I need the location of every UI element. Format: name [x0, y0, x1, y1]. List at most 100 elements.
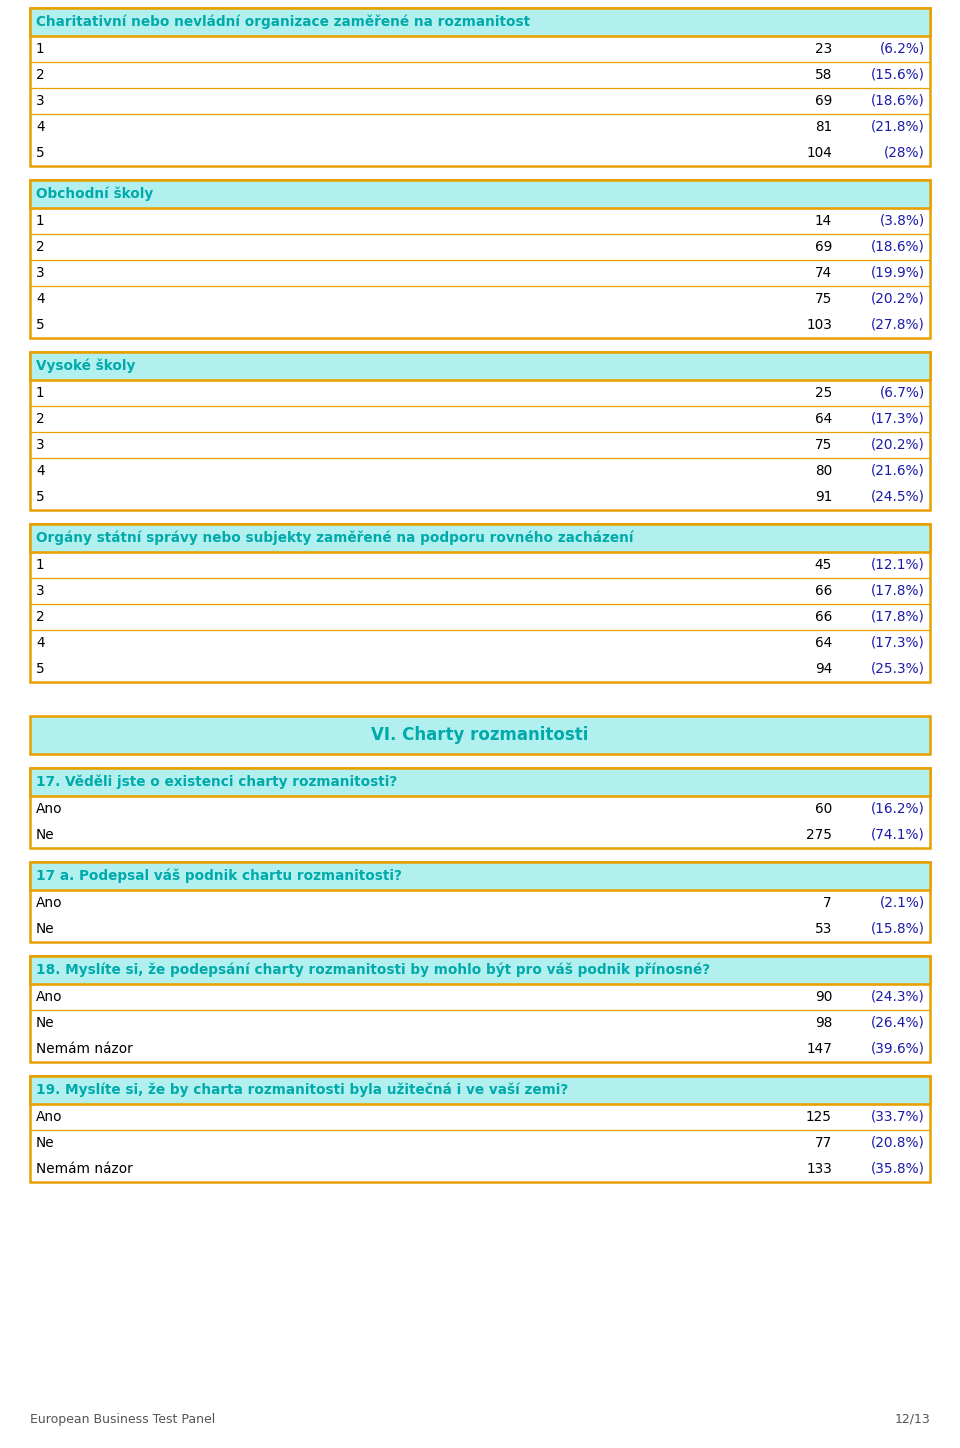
Bar: [30, 352, 930, 379]
Text: (2.1%): (2.1%): [879, 896, 925, 909]
Text: Ano: Ano: [36, 1111, 62, 1124]
Text: (17.8%): (17.8%): [871, 610, 925, 624]
Text: 12/13: 12/13: [895, 1413, 930, 1426]
Text: (20.2%): (20.2%): [871, 292, 925, 306]
Bar: [30, 1076, 930, 1182]
Text: 17 a. Podepsal váš podnik chartu rozmanitosti?: 17 a. Podepsal váš podnik chartu rozmani…: [36, 869, 402, 883]
Text: Ano: Ano: [36, 802, 62, 817]
Text: Ne: Ne: [36, 1016, 55, 1030]
Text: 74: 74: [815, 266, 832, 279]
Text: 91: 91: [815, 489, 832, 504]
Text: (17.3%): (17.3%): [871, 413, 925, 426]
Bar: [30, 524, 930, 682]
Text: 5: 5: [36, 662, 45, 676]
Text: 17. Věděli jste o existenci charty rozmanitosti?: 17. Věděli jste o existenci charty rozma…: [36, 775, 397, 789]
Text: Ano: Ano: [36, 896, 62, 909]
Bar: [30, 180, 930, 209]
Text: 80: 80: [815, 463, 832, 478]
Text: 1: 1: [36, 387, 44, 400]
Text: 2: 2: [36, 413, 44, 426]
Text: (24.3%): (24.3%): [871, 990, 925, 1003]
Text: 53: 53: [815, 922, 832, 935]
Text: (33.7%): (33.7%): [871, 1111, 925, 1124]
Text: 125: 125: [806, 1111, 832, 1124]
Text: 77: 77: [815, 1137, 832, 1150]
Text: 64: 64: [815, 636, 832, 650]
Text: Nemám názor: Nemám názor: [36, 1161, 132, 1176]
Text: VI. Charty rozmanitosti: VI. Charty rozmanitosti: [372, 725, 588, 744]
Bar: [30, 180, 930, 337]
Text: 19. Myslíte si, že by charta rozmanitosti byla užitečná i ve vaší zemi?: 19. Myslíte si, že by charta rozmanitost…: [36, 1083, 568, 1098]
Text: (24.5%): (24.5%): [871, 489, 925, 504]
Text: Ne: Ne: [36, 1137, 55, 1150]
Bar: [30, 9, 930, 36]
Text: 1: 1: [36, 42, 44, 56]
Text: 18. Myslíte si, že podepsání charty rozmanitosti by mohlo být pro váš podnik pří: 18. Myslíte si, že podepsání charty rozm…: [36, 963, 710, 977]
Text: 25: 25: [815, 387, 832, 400]
Text: (15.6%): (15.6%): [871, 68, 925, 83]
Text: 104: 104: [806, 146, 832, 159]
Bar: [30, 524, 930, 552]
Text: 4: 4: [36, 292, 44, 306]
Bar: [30, 956, 930, 985]
Text: 64: 64: [815, 413, 832, 426]
Text: 81: 81: [815, 120, 832, 135]
Text: 5: 5: [36, 489, 45, 504]
Text: 3: 3: [36, 584, 44, 598]
Text: 1: 1: [36, 214, 44, 227]
Text: (21.6%): (21.6%): [871, 463, 925, 478]
Text: 69: 69: [815, 240, 832, 253]
Text: (3.8%): (3.8%): [879, 214, 925, 227]
Bar: [30, 862, 930, 891]
Bar: [30, 1076, 930, 1103]
Text: 23: 23: [815, 42, 832, 56]
Text: 5: 5: [36, 146, 45, 159]
Text: (21.8%): (21.8%): [871, 120, 925, 135]
Text: (6.7%): (6.7%): [879, 387, 925, 400]
Text: 90: 90: [815, 990, 832, 1003]
Text: 1: 1: [36, 557, 44, 572]
Text: 98: 98: [815, 1016, 832, 1030]
Text: 2: 2: [36, 610, 44, 624]
Text: 4: 4: [36, 463, 44, 478]
Text: (17.3%): (17.3%): [871, 636, 925, 650]
Text: Ano: Ano: [36, 990, 62, 1003]
Text: (39.6%): (39.6%): [871, 1043, 925, 1056]
Text: 75: 75: [815, 292, 832, 306]
Text: Charitativní nebo nevládní organizace zaměřené na rozmanitost: Charitativní nebo nevládní organizace za…: [36, 14, 530, 29]
Text: 66: 66: [815, 610, 832, 624]
Bar: [30, 767, 930, 796]
Text: (25.3%): (25.3%): [871, 662, 925, 676]
Bar: [30, 715, 930, 754]
Text: 2: 2: [36, 68, 44, 83]
Text: (26.4%): (26.4%): [871, 1016, 925, 1030]
Text: 275: 275: [806, 828, 832, 841]
Text: 45: 45: [815, 557, 832, 572]
Text: (12.1%): (12.1%): [871, 557, 925, 572]
Text: 66: 66: [815, 584, 832, 598]
Text: 94: 94: [815, 662, 832, 676]
Text: (15.8%): (15.8%): [871, 922, 925, 935]
Text: (18.6%): (18.6%): [871, 94, 925, 109]
Text: 147: 147: [806, 1043, 832, 1056]
Text: Ne: Ne: [36, 922, 55, 935]
Text: 3: 3: [36, 437, 44, 452]
Text: 5: 5: [36, 319, 45, 332]
Text: (18.6%): (18.6%): [871, 240, 925, 253]
Text: 3: 3: [36, 266, 44, 279]
Text: (6.2%): (6.2%): [879, 42, 925, 56]
Text: (20.2%): (20.2%): [871, 437, 925, 452]
Bar: [30, 9, 930, 167]
Text: European Business Test Panel: European Business Test Panel: [30, 1413, 215, 1426]
Text: (17.8%): (17.8%): [871, 584, 925, 598]
Text: (16.2%): (16.2%): [871, 802, 925, 817]
Text: (20.8%): (20.8%): [871, 1137, 925, 1150]
Bar: [30, 767, 930, 849]
Text: 2: 2: [36, 240, 44, 253]
Text: 133: 133: [806, 1161, 832, 1176]
Bar: [30, 862, 930, 943]
Text: 60: 60: [815, 802, 832, 817]
Text: (35.8%): (35.8%): [871, 1161, 925, 1176]
Text: 75: 75: [815, 437, 832, 452]
Text: Vysoké školy: Vysoké školy: [36, 359, 135, 374]
